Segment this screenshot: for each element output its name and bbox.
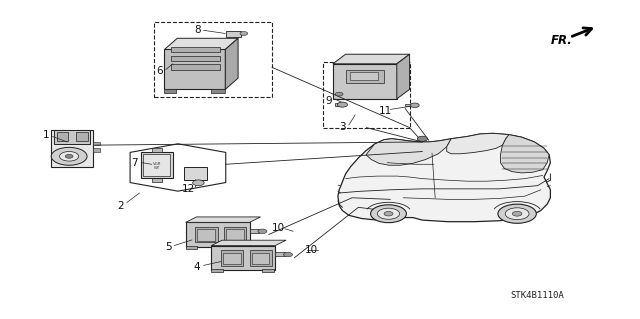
Text: 10: 10 (305, 245, 318, 256)
Bar (211, 269, 223, 272)
Bar (186, 246, 197, 249)
Bar (171, 56, 220, 61)
Polygon shape (225, 38, 238, 89)
Polygon shape (164, 38, 238, 49)
Bar (152, 148, 162, 152)
Bar (237, 246, 248, 249)
Bar (323, 62, 410, 128)
Text: 1: 1 (43, 130, 49, 140)
Circle shape (335, 92, 343, 96)
Bar (195, 227, 218, 242)
Text: 2: 2 (117, 201, 124, 211)
Bar (223, 253, 241, 264)
Polygon shape (333, 64, 397, 99)
Bar (197, 229, 215, 241)
Circle shape (410, 103, 419, 108)
Circle shape (505, 208, 529, 220)
Text: 9: 9 (325, 96, 332, 106)
Circle shape (498, 204, 536, 223)
Polygon shape (211, 240, 286, 246)
Bar (164, 49, 225, 89)
Bar (226, 31, 241, 37)
Bar (54, 130, 90, 144)
Circle shape (60, 152, 79, 161)
Text: 4: 4 (194, 262, 200, 272)
Bar (252, 253, 269, 264)
Bar (141, 152, 173, 178)
Bar (143, 154, 170, 176)
Text: 10: 10 (272, 223, 285, 233)
Text: 3: 3 (339, 122, 346, 132)
Polygon shape (366, 139, 451, 165)
Bar (224, 227, 246, 242)
Bar (211, 89, 225, 93)
Bar (405, 104, 413, 106)
Text: 12: 12 (182, 184, 195, 194)
Bar (221, 250, 243, 266)
Circle shape (240, 32, 248, 35)
Text: 11: 11 (379, 106, 392, 116)
Polygon shape (186, 222, 250, 247)
Bar (152, 178, 162, 182)
Text: 5: 5 (165, 242, 172, 252)
Circle shape (384, 211, 393, 216)
Bar (335, 103, 345, 106)
Polygon shape (500, 135, 549, 173)
Text: STK4B1110A: STK4B1110A (511, 291, 564, 300)
Text: VGR
WT: VGR WT (152, 162, 161, 170)
Circle shape (284, 252, 292, 257)
Polygon shape (447, 133, 509, 154)
Bar (250, 229, 259, 233)
Bar (250, 250, 272, 266)
Bar (262, 269, 274, 272)
Circle shape (51, 147, 87, 165)
Circle shape (65, 154, 73, 158)
Bar (164, 89, 176, 93)
Circle shape (378, 208, 399, 219)
Bar (350, 72, 378, 80)
Polygon shape (338, 133, 550, 222)
Text: 7: 7 (131, 158, 138, 168)
Bar (275, 252, 285, 256)
Polygon shape (211, 246, 275, 270)
Bar (346, 70, 384, 83)
Circle shape (371, 205, 406, 223)
Circle shape (417, 136, 428, 141)
Polygon shape (397, 54, 410, 99)
Circle shape (337, 102, 348, 107)
Text: FR.: FR. (550, 34, 572, 47)
Bar (184, 167, 207, 180)
Bar (51, 130, 93, 167)
Bar (171, 47, 220, 52)
Circle shape (258, 229, 267, 234)
Text: 8: 8 (194, 25, 200, 35)
Bar (93, 148, 100, 152)
Circle shape (513, 211, 522, 216)
Bar (57, 132, 68, 141)
Bar (226, 229, 244, 241)
Text: 6: 6 (156, 66, 163, 76)
Polygon shape (333, 54, 410, 64)
Bar (93, 142, 100, 145)
Bar (154, 22, 272, 97)
Polygon shape (186, 217, 260, 222)
Bar (171, 64, 220, 70)
Circle shape (193, 180, 204, 186)
Bar (76, 132, 88, 141)
